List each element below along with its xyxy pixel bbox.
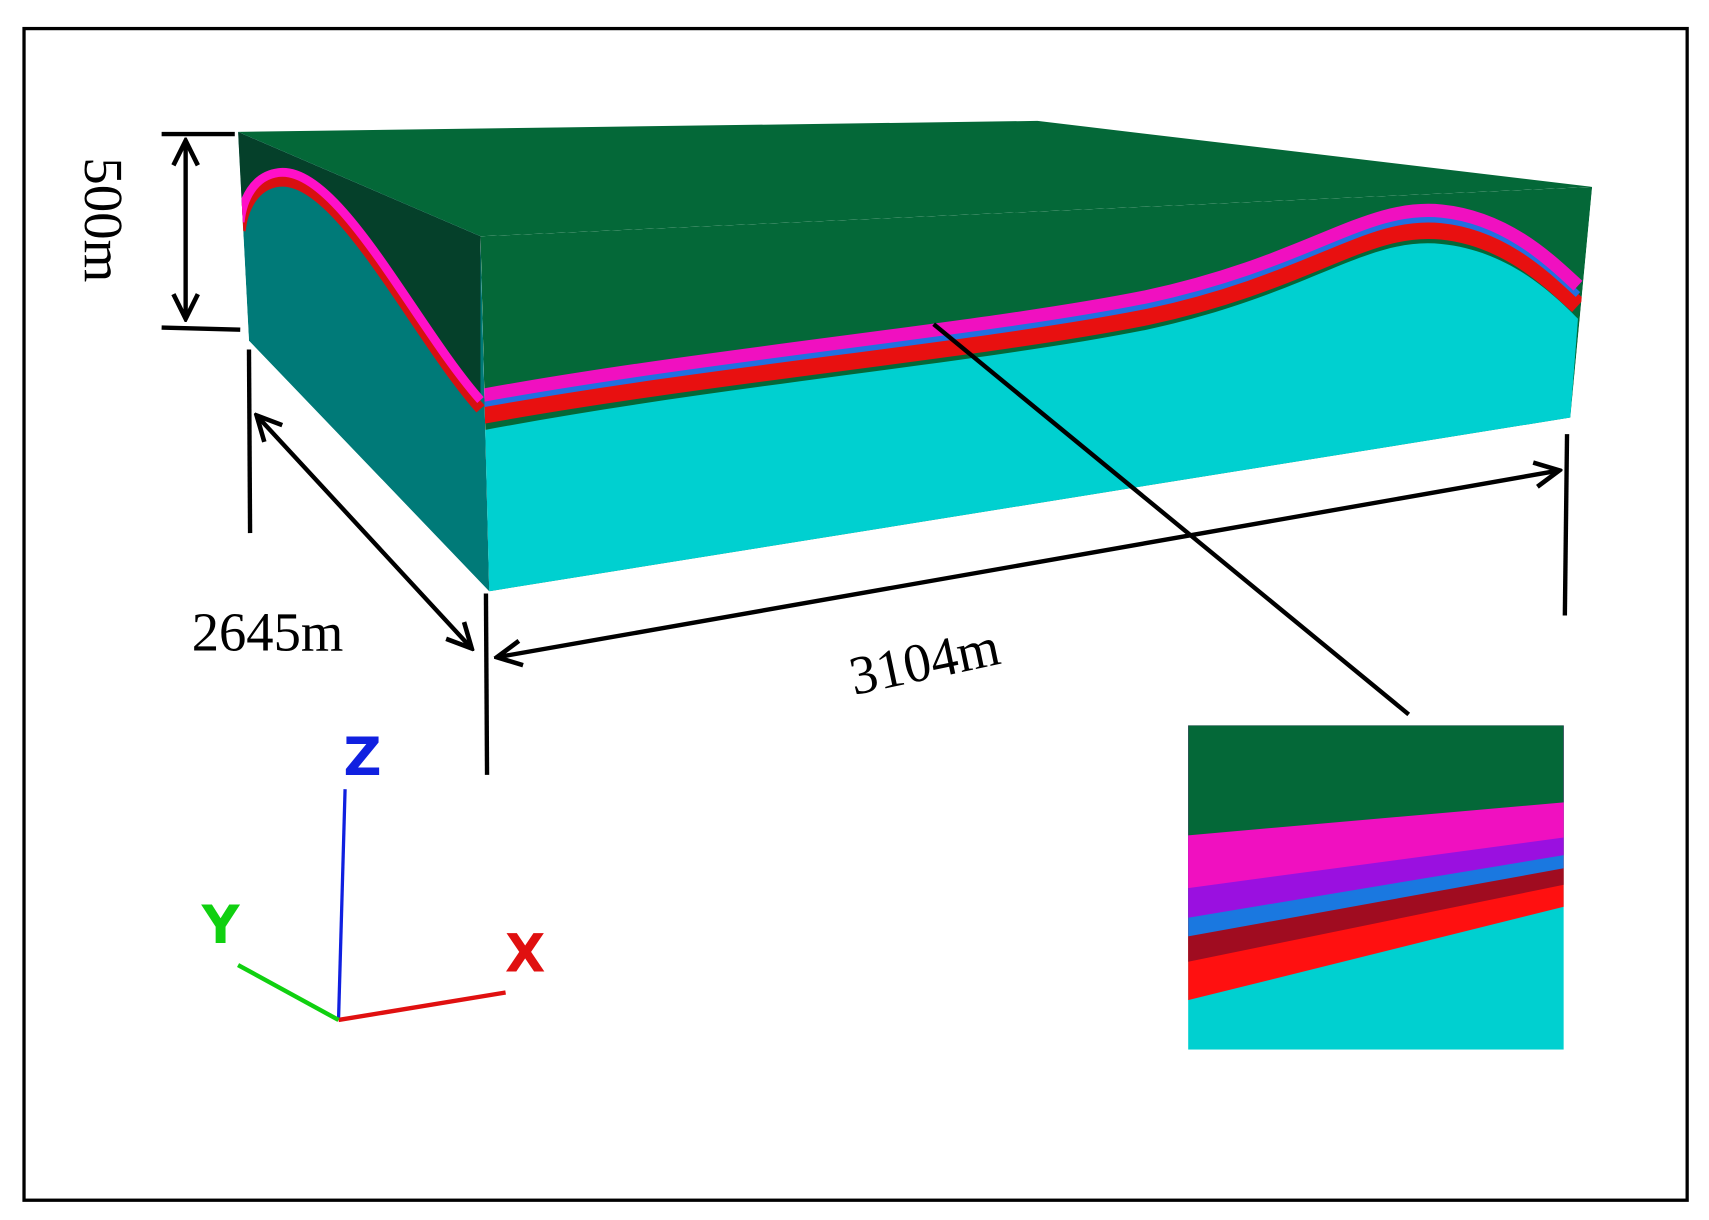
inset-zoom	[1188, 725, 1564, 1050]
axis-triad: Z Y X	[201, 727, 545, 1023]
width-label: 2645m	[192, 602, 344, 663]
dimension-lines	[161, 131, 1570, 775]
y-axis-label: Y	[201, 895, 241, 956]
top-face	[238, 120, 1593, 237]
height-label: 500m	[73, 157, 134, 282]
z-axis-label: Z	[344, 727, 382, 788]
x-axis-label: X	[505, 923, 545, 984]
